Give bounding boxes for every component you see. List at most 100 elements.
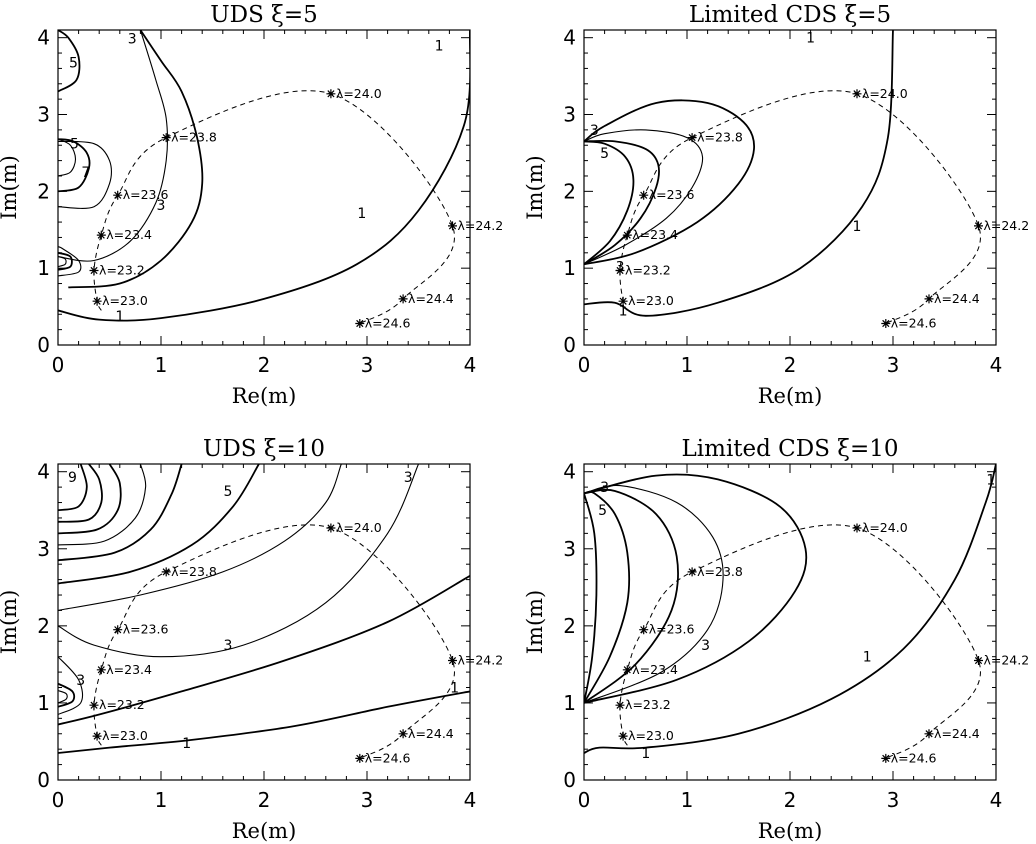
lambda-point-marker xyxy=(89,700,99,710)
x-tick-label: 2 xyxy=(784,353,797,377)
lambda-point-label: λ=23.6 xyxy=(123,622,169,637)
contour-line-level-5 xyxy=(584,140,635,265)
lambda-point-marker xyxy=(974,221,983,231)
lambda-point-label: λ=24.4 xyxy=(408,726,454,741)
contour-label: 3 xyxy=(128,31,137,47)
contour-line-level-3 xyxy=(58,464,420,658)
contour-line-level-9 xyxy=(58,464,88,512)
contours xyxy=(58,464,470,754)
lambda-point-label: λ=23.0 xyxy=(102,728,148,743)
lambda-point-marker xyxy=(622,230,632,240)
lambda-point-marker xyxy=(89,266,99,275)
contour-line-level-7 xyxy=(58,256,67,268)
y-tick-label: 1 xyxy=(37,256,50,280)
panel-title: Limited CDS ξ=5 xyxy=(689,2,891,28)
contour-label: 1 xyxy=(182,736,191,752)
contour-line-level-3 xyxy=(584,129,704,265)
x-tick-label: 0 xyxy=(578,788,591,812)
contour-label: 1 xyxy=(641,746,650,762)
plot-frame xyxy=(583,29,997,346)
x-tick-label: 0 xyxy=(52,353,65,377)
contour-line-level-1 xyxy=(584,464,996,754)
contour-label: 3 xyxy=(157,198,166,214)
contour-line-level-7 xyxy=(58,138,77,177)
lambda-point-label: λ=23.6 xyxy=(649,622,695,637)
lambda-point-label: λ=23.8 xyxy=(171,564,217,579)
lambda-point-marker xyxy=(618,296,628,306)
contour-label: 1 xyxy=(986,472,995,488)
contour-label: 1 xyxy=(806,31,815,47)
contour-label: 1 xyxy=(619,303,628,319)
contour-label: 1 xyxy=(115,309,124,325)
lambda-point-label: λ=24.4 xyxy=(408,291,454,306)
lambda-point-marker xyxy=(398,729,408,739)
lambda-point-marker xyxy=(852,523,862,533)
contour-line-level-5 xyxy=(58,30,81,93)
lambda-point-marker xyxy=(622,665,632,675)
contour-line-level-7 xyxy=(58,464,147,546)
x-tick-label: 3 xyxy=(361,788,374,812)
contour-line-level-1 xyxy=(584,99,756,266)
contour-line-level-5 xyxy=(58,464,183,562)
plot-frame xyxy=(583,463,997,781)
x-tick-label: 4 xyxy=(464,353,477,377)
lambda-point-marker xyxy=(92,296,102,306)
lambda-point-label: λ=23.8 xyxy=(697,130,743,145)
y-tick-label: 0 xyxy=(37,768,50,792)
contour-line-level-1 xyxy=(584,473,808,704)
x-tick-label: 0 xyxy=(578,353,591,377)
plot-frame xyxy=(57,463,471,781)
lambda-point-label: λ=23.0 xyxy=(628,728,674,743)
contour-line-level-7 xyxy=(58,690,68,704)
contour-label: 3 xyxy=(701,638,710,654)
x-tick-label: 4 xyxy=(990,788,1003,812)
y-axis-label: Im(m) xyxy=(523,590,547,655)
lambda-point-label: λ=23.2 xyxy=(625,697,671,712)
lambda-point-label: λ=24.0 xyxy=(336,86,382,101)
contour-label: 5 xyxy=(223,484,232,500)
contour-line-level-5 xyxy=(584,139,660,266)
x-tick-label: 3 xyxy=(361,353,374,377)
contour-line-level-1 xyxy=(584,30,894,317)
lambda-point-marker xyxy=(924,294,934,304)
lambda-point-label: λ=23.8 xyxy=(697,564,743,579)
lambda-point-marker xyxy=(852,89,862,99)
x-tick-label: 1 xyxy=(155,788,168,812)
lambda-point-label: λ=24.0 xyxy=(336,520,382,535)
lambda-point-marker xyxy=(639,625,649,635)
lambda-point-marker xyxy=(881,319,891,328)
contour-line-level-3 xyxy=(58,140,112,209)
lambda-point-marker xyxy=(326,523,336,533)
lambda-point-marker xyxy=(96,665,106,675)
lambda-point-label: λ=24.2 xyxy=(983,653,1029,668)
lambda-point-label: λ=24.0 xyxy=(862,86,908,101)
lambda-point-marker xyxy=(687,567,697,577)
lambda-trajectory xyxy=(93,524,455,759)
plot-frame xyxy=(57,29,471,346)
contours xyxy=(584,464,996,754)
lambda-point-marker xyxy=(92,731,102,741)
contour-line-level-1 xyxy=(58,575,470,726)
lambda-point-label: λ=24.4 xyxy=(934,726,980,741)
contour-line-level-1 xyxy=(58,690,470,754)
x-axis-label: Re(m) xyxy=(232,819,297,843)
lambda-point-label: λ=24.2 xyxy=(983,218,1029,233)
lambda-point-label: λ=23.0 xyxy=(628,293,674,308)
lambda-point-label: λ=24.2 xyxy=(457,653,503,668)
y-tick-label: 4 xyxy=(563,460,576,484)
contour-label: 9 xyxy=(68,470,77,486)
contour-label: 5 xyxy=(598,503,607,519)
y-tick-label: 0 xyxy=(563,333,576,357)
x-axis-label: Re(m) xyxy=(758,819,823,843)
y-axis-label: Im(m) xyxy=(0,590,21,655)
lambda-point-marker xyxy=(398,294,408,304)
lambda-point-label: λ=24.6 xyxy=(365,315,411,330)
lambda-point-label: λ=23.4 xyxy=(632,227,678,242)
contour-line-level-3 xyxy=(58,464,342,611)
contour-label: 5 xyxy=(69,55,78,71)
contour-label: 3 xyxy=(600,480,609,496)
contour-label: 1 xyxy=(435,38,444,54)
contours xyxy=(58,30,470,322)
lambda-point-label: λ=24.6 xyxy=(891,750,937,765)
